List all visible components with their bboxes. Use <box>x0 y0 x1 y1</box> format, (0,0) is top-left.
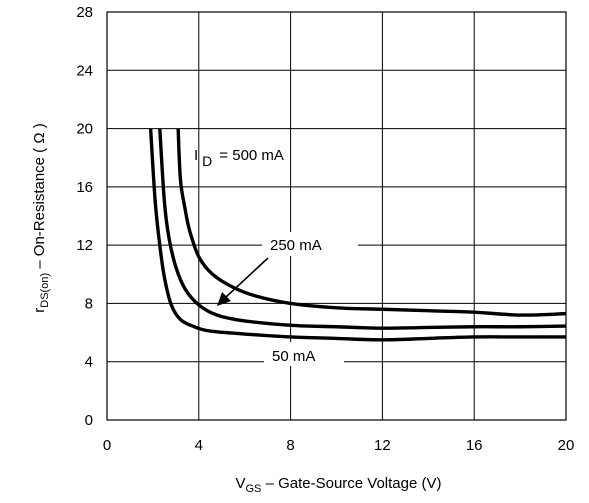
annotation-id-500ma: I D = 500 mA <box>194 147 284 169</box>
y-tick-label: 16 <box>76 179 93 196</box>
x-tick-label: 4 <box>195 437 203 454</box>
annotation-arrowhead <box>217 292 231 306</box>
series-line-2 <box>148 128 566 342</box>
y-tick-label: 4 <box>85 354 93 371</box>
x-tick-label: 8 <box>286 437 294 454</box>
x-tick-label: 20 <box>558 437 575 454</box>
y-tick-label: 8 <box>85 295 93 312</box>
annotation-arrow <box>225 257 269 298</box>
annotation-mask <box>264 342 344 366</box>
series-line-0 <box>176 128 567 317</box>
y-tick-label: 24 <box>76 62 93 79</box>
x-tick-label: 12 <box>374 437 391 454</box>
y-axis-label: rDS(on) – On-Resistance ( Ω ) <box>31 123 51 312</box>
y-tick-label: 28 <box>76 4 93 21</box>
x-axis-label: VGS – Gate-Source Voltage (V) <box>235 475 441 495</box>
annotation-250ma: 250 mA <box>270 237 322 254</box>
series-line-1 <box>158 128 567 330</box>
plot-frame <box>106 11 567 421</box>
x-tick-label: 0 <box>103 437 111 454</box>
x-tick-label: 16 <box>466 437 483 454</box>
y-tick-label: 0 <box>85 412 93 429</box>
annotation-50ma: 50 mA <box>272 348 315 365</box>
y-tick-label: 20 <box>76 121 93 138</box>
annotation-mask <box>262 232 358 256</box>
y-tick-label: 12 <box>76 237 93 254</box>
